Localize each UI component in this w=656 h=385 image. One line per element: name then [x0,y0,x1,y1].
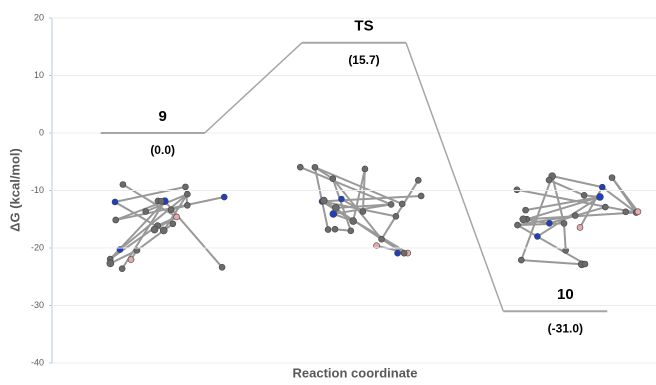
atom [609,175,615,181]
y-axis-label: ΔG (kcal/mol) [7,148,22,232]
atom [546,220,552,226]
atom [635,209,641,215]
atom [297,164,303,170]
atom [170,221,176,227]
atom [379,236,385,242]
atom [184,202,190,208]
connector [205,43,302,133]
atom [117,247,123,253]
atom [561,220,567,226]
atom [330,176,336,182]
atom [350,218,357,225]
atom [219,264,225,270]
atom [362,166,368,172]
atom [332,226,338,232]
atom [401,250,407,256]
atom [577,224,583,230]
atom [514,222,520,228]
atom [582,261,588,267]
atom [415,177,421,183]
atom [107,260,114,267]
atom [514,187,520,193]
chart: ΔG (kcal/mol) Reaction coordinate -40 -30… [0,0,656,380]
atom [534,233,540,239]
atom [221,194,227,200]
atom [332,204,339,211]
value-label: (15.7) [348,53,379,67]
y-tick-label: -30 [31,300,44,310]
atom [184,191,190,197]
atom [113,217,119,223]
atom [518,257,524,263]
y-tick-label: 0 [39,127,44,137]
atom [119,266,125,272]
atom [168,207,174,213]
atom [623,209,629,215]
atom [143,209,149,215]
x-axis-label: Reaction coordinate [293,365,418,380]
bond [382,180,419,239]
bond [612,178,638,212]
state-label: 9 [158,108,166,125]
atom [388,201,394,207]
atom [338,196,344,202]
atom [120,182,126,188]
connector [406,43,503,312]
state-label: TS [354,18,373,35]
atom [520,216,527,223]
bond [564,223,566,250]
value-label: (0.0) [150,143,175,157]
molecule-images [107,164,641,271]
atom [395,250,401,256]
y-tick-label: -20 [31,242,44,252]
atom [418,193,424,199]
y-tick-label: 20 [34,12,44,22]
y-tick-label: -10 [31,185,44,195]
value-label: (-31.0) [548,321,583,335]
atom [112,199,118,205]
atom [325,227,331,233]
atom [348,228,354,234]
atom [312,164,318,170]
y-tick-label: -40 [31,357,44,367]
atom [182,184,188,190]
bond [315,167,322,201]
atom [602,204,608,210]
atom [151,226,158,233]
atom [399,201,405,207]
bond [521,260,581,264]
atom [128,257,134,263]
y-tick-label: 10 [34,70,44,80]
state-label: 10 [557,286,574,303]
atom [174,214,180,220]
atom [581,192,587,198]
atom [158,198,164,204]
atom [599,184,605,190]
atom [160,227,167,234]
atom [572,213,578,219]
atom [546,177,552,183]
atom [320,197,327,204]
atom [596,193,603,200]
atom [523,207,529,213]
atom [393,213,399,219]
atom [360,208,366,214]
